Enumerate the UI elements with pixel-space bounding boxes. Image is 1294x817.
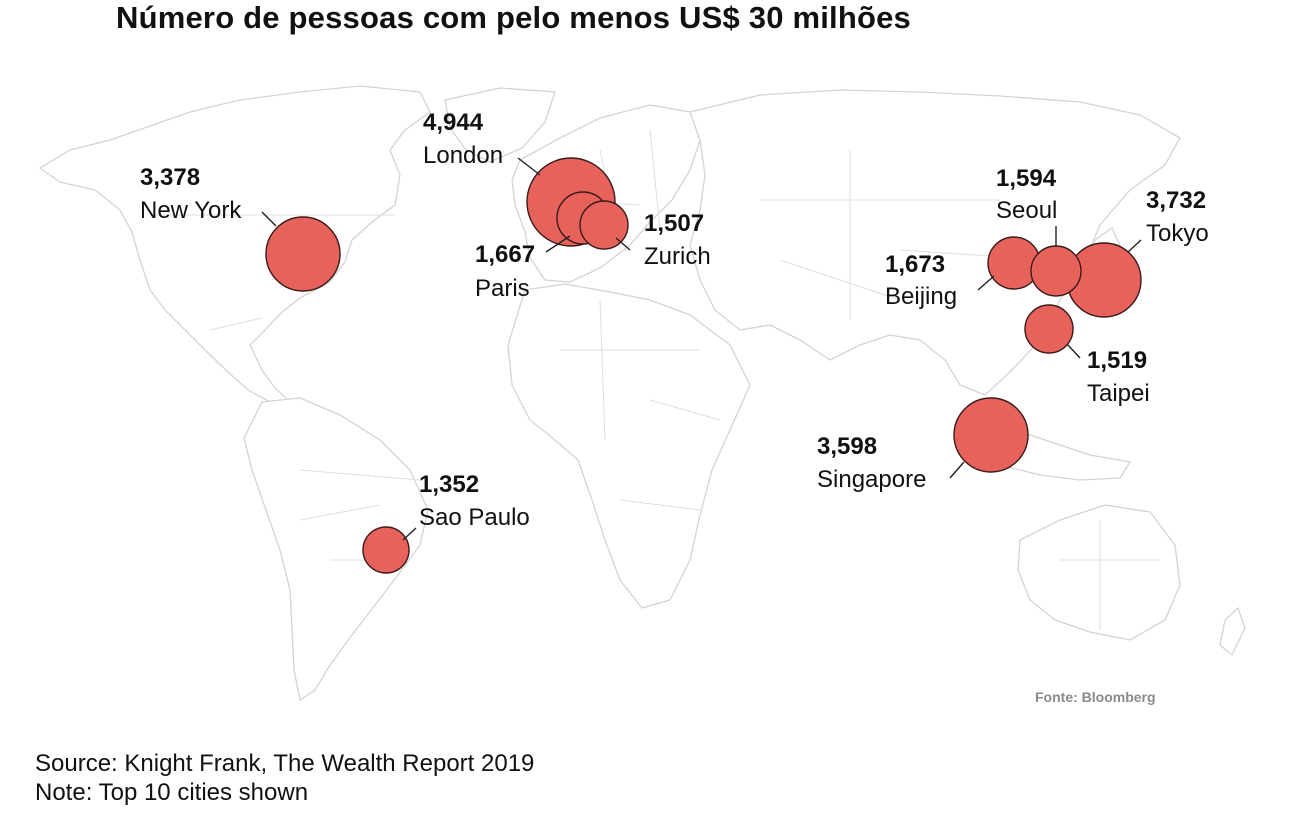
africa-shape bbox=[507, 283, 751, 609]
value-sao-paulo: 1,352 bbox=[419, 471, 479, 498]
bubble-new-york bbox=[265, 216, 341, 292]
asia-shape bbox=[689, 89, 1181, 396]
value-singapore: 3,598 bbox=[817, 433, 877, 460]
label-zurich: Zurich bbox=[644, 243, 711, 270]
label-sao-paulo: Sao Paulo bbox=[419, 504, 530, 531]
new-zealand-shape bbox=[1219, 606, 1246, 657]
label-beijing: Beijing bbox=[885, 283, 957, 310]
bubble-sao-paulo bbox=[362, 526, 410, 574]
north-america-shape bbox=[38, 85, 431, 403]
label-taipei: Taipei bbox=[1087, 380, 1150, 407]
australia-shape bbox=[1017, 504, 1181, 641]
value-tokyo: 3,732 bbox=[1146, 187, 1206, 214]
label-seoul: Seoul bbox=[996, 197, 1057, 224]
value-london: 4,944 bbox=[423, 109, 484, 136]
city-bubbles bbox=[265, 157, 1142, 574]
value-taipei: 1,519 bbox=[1087, 347, 1147, 374]
label-paris: Paris bbox=[475, 275, 530, 302]
continents bbox=[38, 85, 1246, 702]
bubble-seoul bbox=[1030, 245, 1082, 297]
label-tokyo: Tokyo bbox=[1146, 220, 1209, 247]
value-zurich: 1,507 bbox=[644, 210, 704, 237]
value-seoul: 1,594 bbox=[996, 165, 1057, 192]
bubble-singapore bbox=[953, 397, 1029, 473]
city-labels: 4,944 London 1,667 Paris 1,507 Zurich 3,… bbox=[140, 109, 1209, 531]
value-new-york: 3,378 bbox=[140, 164, 200, 191]
source-text: Source: Knight Frank, The Wealth Report … bbox=[35, 750, 535, 777]
south-america-shape bbox=[243, 397, 429, 702]
credit-text: Fonte: Bloomberg bbox=[1035, 689, 1156, 705]
map-title: Número de pessoas com pelo menos US$ 30 … bbox=[116, 0, 911, 35]
label-london: London bbox=[423, 142, 503, 169]
note-text: Note: Top 10 cities shown bbox=[35, 779, 309, 806]
bubble-taipei bbox=[1024, 304, 1074, 354]
bubble-zurich bbox=[579, 200, 629, 250]
value-beijing: 1,673 bbox=[885, 251, 945, 278]
leader-lines bbox=[261, 157, 1142, 541]
value-paris: 1,667 bbox=[475, 241, 535, 268]
greenland-shape bbox=[444, 87, 556, 163]
label-singapore: Singapore bbox=[817, 466, 926, 493]
label-new-york: New York bbox=[140, 197, 242, 224]
